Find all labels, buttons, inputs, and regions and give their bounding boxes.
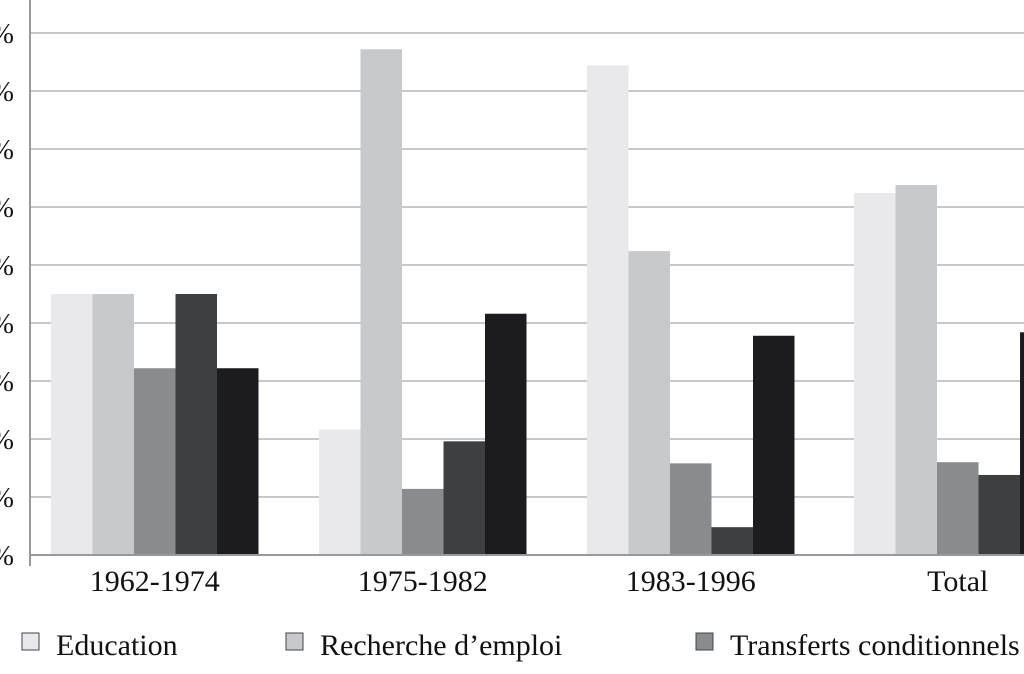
bar bbox=[753, 335, 795, 555]
axes bbox=[29, 0, 1024, 566]
legend-label: Recherche d’emploi bbox=[320, 629, 562, 662]
bar bbox=[217, 368, 259, 555]
bar bbox=[854, 193, 896, 555]
bar bbox=[134, 368, 176, 555]
x-tick-label: 1983-1996 bbox=[626, 565, 756, 598]
bar bbox=[319, 429, 361, 555]
x-tick-labels: 1962-1974 1975-1982 1983-1996 Total bbox=[90, 565, 989, 598]
bar bbox=[360, 49, 402, 556]
bar bbox=[895, 184, 937, 555]
y-tick-label: % bbox=[0, 367, 14, 398]
legend: Education Recherche d’emploi Transferts co… bbox=[21, 629, 1020, 662]
bar bbox=[711, 527, 753, 555]
y-tick-label: % bbox=[0, 77, 14, 108]
bar bbox=[443, 441, 485, 555]
x-tick-label: 1975-1982 bbox=[358, 565, 488, 598]
bar bbox=[175, 294, 217, 555]
bar bbox=[51, 294, 93, 555]
x-tick-label: Total bbox=[927, 565, 988, 598]
bar bbox=[485, 313, 527, 555]
legend-swatch bbox=[285, 632, 304, 651]
y-tick-label: % bbox=[0, 251, 14, 282]
y-tick-label: % bbox=[0, 135, 14, 166]
bar bbox=[670, 463, 712, 555]
y-tick-label: % bbox=[0, 309, 14, 340]
bar bbox=[92, 294, 134, 555]
y-tick-label: % bbox=[0, 483, 14, 514]
bar bbox=[978, 474, 1020, 555]
bar bbox=[628, 251, 670, 555]
y-tick-label: % bbox=[0, 541, 14, 572]
bar bbox=[587, 65, 629, 555]
bars bbox=[51, 49, 1024, 556]
y-tick-label: % bbox=[0, 19, 14, 50]
legend-swatch bbox=[21, 632, 40, 651]
legend-label: Education bbox=[56, 629, 178, 662]
y-tick-labels: %%%%%%%%%% bbox=[0, 19, 14, 572]
bar bbox=[1020, 332, 1024, 555]
y-tick-label: % bbox=[0, 193, 14, 224]
y-tick-label: % bbox=[0, 425, 14, 456]
legend-label: Transferts conditionnels bbox=[730, 629, 1020, 662]
legend-swatch bbox=[695, 632, 714, 651]
bar bbox=[402, 488, 444, 555]
bar bbox=[937, 462, 979, 555]
x-tick-label: 1962-1974 bbox=[90, 565, 220, 598]
